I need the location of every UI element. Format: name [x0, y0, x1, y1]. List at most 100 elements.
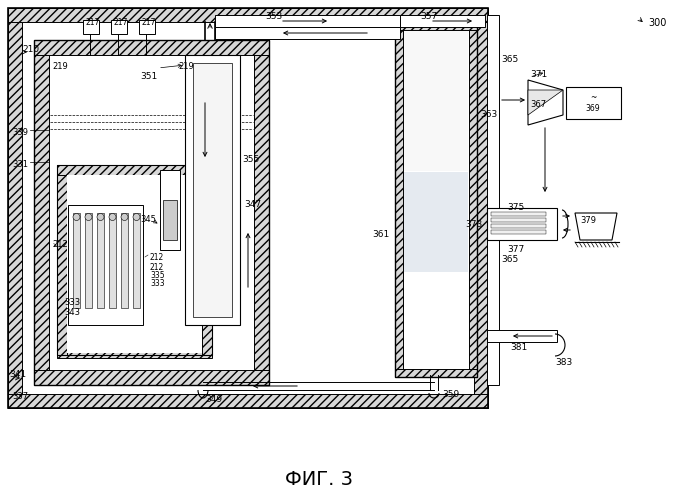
- Bar: [215, 27, 400, 39]
- Circle shape: [121, 213, 128, 221]
- Text: 345: 345: [140, 215, 156, 224]
- Polygon shape: [528, 90, 563, 115]
- Bar: [34, 40, 269, 385]
- Text: 351: 351: [140, 72, 157, 81]
- Bar: [193, 63, 232, 317]
- Bar: [8, 22, 22, 394]
- Bar: [34, 370, 269, 385]
- Bar: [57, 345, 212, 358]
- Bar: [400, 15, 485, 27]
- Text: 371: 371: [530, 70, 547, 79]
- Bar: [121, 213, 128, 308]
- Bar: [133, 213, 140, 308]
- Bar: [97, 213, 104, 308]
- Text: 365: 365: [501, 55, 518, 64]
- Bar: [487, 330, 557, 342]
- Text: 361: 361: [373, 230, 390, 239]
- Bar: [8, 394, 488, 408]
- Bar: [487, 15, 499, 385]
- Bar: [491, 230, 546, 234]
- Text: 333: 333: [150, 279, 165, 288]
- Bar: [254, 55, 269, 370]
- Bar: [491, 224, 546, 228]
- Bar: [395, 22, 477, 30]
- Text: 367: 367: [530, 100, 546, 109]
- Text: 359: 359: [442, 390, 459, 399]
- Text: ~
369: ~ 369: [586, 93, 600, 113]
- Text: 219: 219: [178, 62, 194, 71]
- Polygon shape: [575, 213, 617, 240]
- Bar: [404, 172, 468, 272]
- Polygon shape: [528, 80, 563, 125]
- Text: 217: 217: [86, 18, 101, 27]
- Circle shape: [73, 213, 80, 221]
- Bar: [469, 30, 477, 369]
- Bar: [163, 200, 177, 240]
- Bar: [487, 208, 557, 240]
- Bar: [22, 22, 474, 394]
- Circle shape: [97, 213, 104, 221]
- Bar: [68, 205, 143, 325]
- Text: 347: 347: [244, 200, 261, 209]
- Bar: [111, 20, 127, 34]
- Bar: [67, 175, 202, 353]
- Text: 357: 357: [420, 12, 438, 21]
- Text: 333: 333: [64, 298, 80, 307]
- Text: 339: 339: [12, 128, 28, 137]
- Text: 341: 341: [9, 370, 26, 379]
- Bar: [57, 165, 212, 355]
- Bar: [395, 22, 477, 377]
- Bar: [85, 213, 92, 308]
- Bar: [8, 8, 488, 408]
- Text: 212: 212: [150, 263, 164, 272]
- Text: 337: 337: [12, 392, 28, 401]
- Bar: [215, 15, 400, 27]
- Text: 353: 353: [265, 12, 282, 21]
- Circle shape: [109, 213, 116, 221]
- Text: 210: 210: [22, 45, 39, 54]
- Bar: [185, 55, 240, 325]
- Text: 377: 377: [507, 245, 524, 254]
- Text: 343: 343: [64, 308, 80, 317]
- Bar: [57, 175, 67, 355]
- Bar: [73, 213, 80, 308]
- Bar: [491, 212, 546, 216]
- Circle shape: [85, 213, 92, 221]
- Bar: [83, 20, 99, 34]
- Text: 217: 217: [142, 18, 157, 27]
- Bar: [34, 40, 269, 55]
- Bar: [395, 369, 477, 377]
- Text: ФИГ. 3: ФИГ. 3: [285, 470, 353, 486]
- Text: 383: 383: [555, 358, 572, 367]
- Text: 375: 375: [507, 203, 524, 212]
- Text: 349: 349: [205, 395, 222, 404]
- Text: 217: 217: [114, 18, 129, 27]
- Circle shape: [133, 213, 140, 221]
- Bar: [109, 213, 116, 308]
- Text: 212: 212: [52, 240, 68, 249]
- Bar: [395, 30, 403, 369]
- Text: 365: 365: [501, 255, 518, 264]
- Bar: [474, 22, 488, 394]
- Text: 373: 373: [466, 220, 483, 229]
- Text: 381: 381: [510, 343, 527, 352]
- Text: 331: 331: [12, 160, 28, 169]
- Text: 379: 379: [580, 216, 596, 225]
- Bar: [8, 8, 488, 22]
- Bar: [160, 170, 180, 250]
- Bar: [566, 87, 621, 119]
- Text: 219: 219: [52, 62, 68, 71]
- Text: 355: 355: [242, 155, 259, 164]
- Bar: [34, 55, 49, 370]
- Bar: [491, 218, 546, 222]
- Text: 363: 363: [480, 110, 497, 119]
- Text: 335: 335: [150, 271, 165, 280]
- Bar: [139, 20, 155, 34]
- Bar: [404, 31, 468, 171]
- Bar: [202, 175, 212, 355]
- Text: 212: 212: [150, 253, 164, 262]
- Bar: [57, 165, 212, 175]
- Bar: [403, 30, 469, 369]
- Bar: [49, 55, 254, 370]
- Text: 300: 300: [648, 18, 666, 28]
